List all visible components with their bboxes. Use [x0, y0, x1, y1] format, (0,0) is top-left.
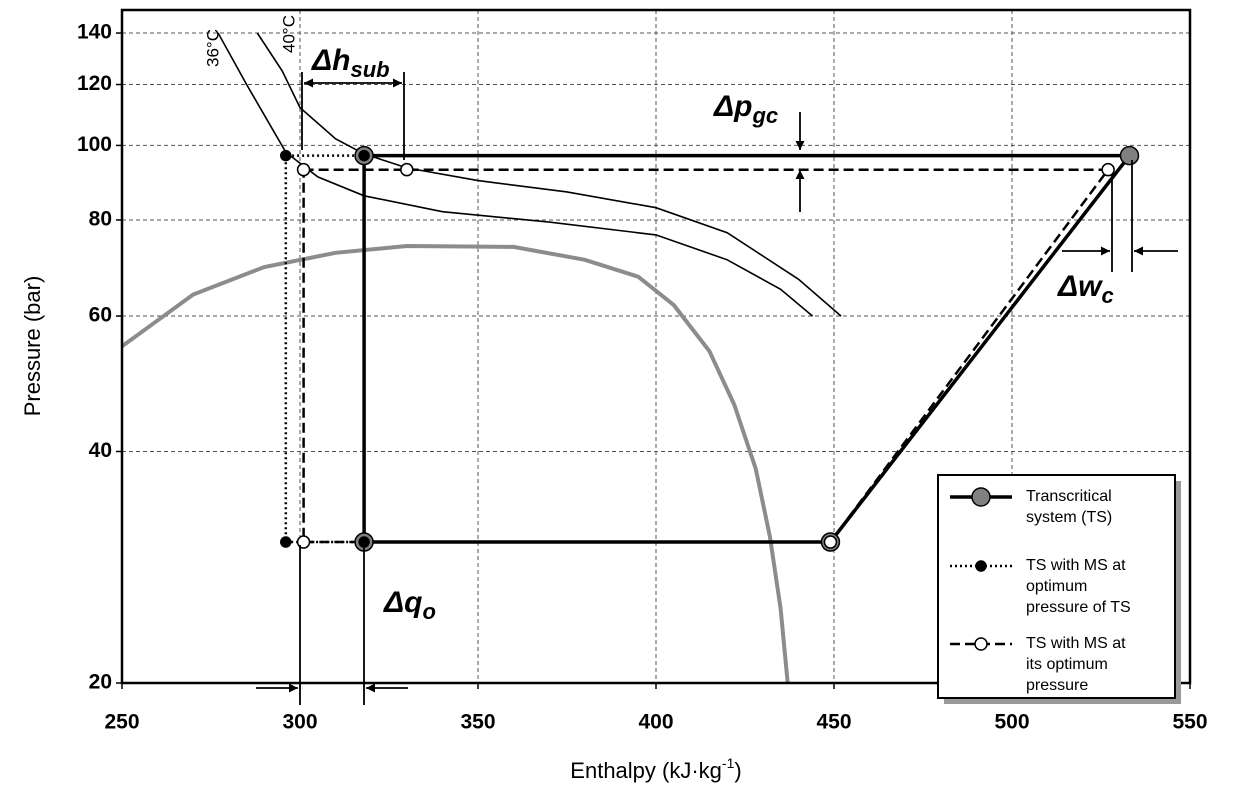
annotation-main: Δp — [713, 90, 752, 123]
y-tick-label: 120 — [77, 72, 112, 95]
legend: Transcritical system (TS) TS with MS at o… — [937, 474, 1181, 704]
x-tick-label: 250 — [104, 711, 139, 734]
y-tick-label: 60 — [89, 304, 112, 327]
state-point — [1101, 162, 1115, 177]
legend-label: TS with MS at optimum pressure of TS — [1026, 557, 1131, 616]
y-tick-label: 80 — [89, 208, 112, 231]
annotation-main: Δh — [311, 44, 350, 77]
curves — [120, 32, 842, 684]
y-tick-label: 100 — [77, 133, 112, 156]
legend-label: Transcritical system (TS) — [1026, 488, 1116, 526]
x-tick-label: 350 — [460, 711, 495, 734]
legend-marker — [974, 637, 988, 651]
state-point — [280, 536, 292, 548]
annotation-sub: c — [1101, 283, 1113, 308]
x-label-end: ) — [734, 758, 741, 783]
x-label-text: Enthalpy (kJ·kg — [570, 758, 722, 783]
x-tick-label: 300 — [282, 711, 317, 734]
plot-frame — [120, 8, 1192, 685]
annotation-sub: sub — [350, 57, 389, 82]
state-point — [400, 162, 414, 177]
isotherm-label: 40°C — [279, 15, 298, 53]
x-tick-label: 500 — [994, 711, 1029, 734]
isotherm — [217, 32, 814, 317]
saturation-dome — [120, 243, 790, 684]
annotation-main: Δq — [383, 586, 422, 619]
x-tick-label: 400 — [638, 711, 673, 734]
isotherm-label: 36°C — [203, 29, 222, 67]
annotation-arrows — [256, 72, 1178, 705]
cycle-line — [302, 168, 1111, 544]
state-point — [280, 149, 292, 162]
x-axis-label: Enthalpy (kJ·kg-1) — [570, 755, 741, 783]
state-point — [296, 162, 311, 177]
state-point — [823, 535, 838, 549]
legend-marker — [975, 560, 987, 572]
legend-label: TS with MS at its optimum pressure — [1026, 635, 1130, 694]
annotation: Δhsub — [311, 44, 390, 82]
annotation-sub: gc — [751, 103, 778, 128]
x-tick-label: 550 — [1172, 711, 1207, 734]
legend-box — [937, 474, 1176, 699]
y-tick-label: 20 — [89, 671, 112, 694]
isotherm — [256, 32, 842, 317]
legend-marker — [971, 487, 991, 507]
state-point — [358, 149, 370, 162]
annotation-sub: o — [422, 599, 435, 624]
cycle-line — [284, 154, 366, 544]
y-tick-label: 140 — [77, 21, 112, 44]
series — [280, 145, 1140, 552]
state-point — [1119, 145, 1140, 166]
x-tick-label: 450 — [816, 711, 851, 734]
annotation-main: Δw — [1057, 270, 1103, 303]
annotation: Δwc — [1057, 270, 1114, 308]
annotation: Δpgc — [713, 90, 778, 128]
x-label-sup: -1 — [722, 755, 735, 771]
annotation: Δqo — [383, 586, 436, 624]
y-tick-label: 40 — [89, 439, 112, 462]
y-axis-label: Pressure (bar) — [20, 276, 45, 417]
